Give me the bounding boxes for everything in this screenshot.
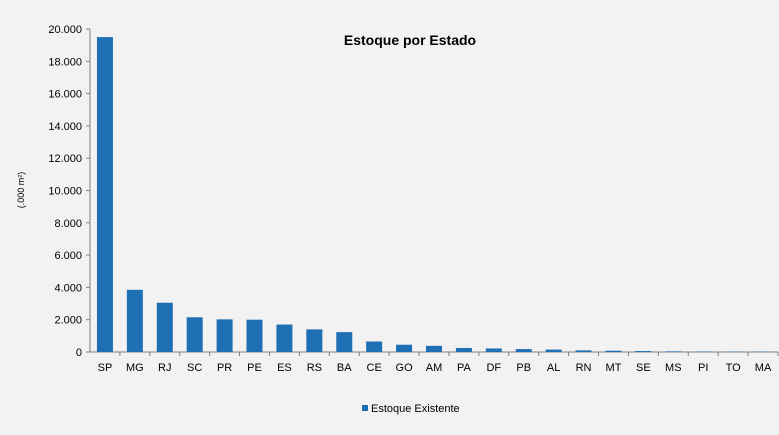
bar-al [545,349,562,352]
x-tick-label: MT [606,362,622,374]
x-tick-label: SP [98,362,113,374]
x-tick-label: SC [187,362,202,374]
bar-go [396,344,413,352]
y-axis-label: (.000 m²) [16,172,26,209]
x-tick-label: ES [277,362,292,374]
x-tick-label: BA [337,362,352,374]
bar-ms [665,351,682,352]
y-tick-label: 18.000 [48,56,82,68]
legend: Estoque Existente [362,403,460,415]
x-axis-ticks: SP MG RJ SC PR PE ES RS BA CE GO AM PA DF PB AL RN MT SE MS… [98,352,779,374]
x-tick-label: AL [547,362,560,374]
x-tick-label: CE [367,362,382,374]
y-tick-label: 14.000 [48,121,82,133]
y-tick-label: 2.000 [54,315,82,327]
y-tick-label: 6.000 [54,250,82,262]
x-tick-label: RS [307,362,322,374]
bar-pa [455,347,472,352]
bars [96,37,772,352]
bar-rn [575,350,592,352]
x-tick-label: PR [217,362,232,374]
bar-df [485,348,502,352]
bar-se [635,351,652,352]
y-tick-label: 0 [76,347,82,359]
bar-rj [156,302,173,352]
bar-es [276,324,293,352]
x-tick-label: TO [726,362,742,374]
y-tick-label: 16.000 [48,89,82,101]
x-tick-label: RN [576,362,592,374]
x-tick-label: PA [457,362,472,374]
x-tick-label: DF [486,362,501,374]
x-tick-label: SE [636,362,651,374]
y-tick-label: 12.000 [48,153,82,165]
x-tick-label: AM [426,362,443,374]
legend-label: Estoque Existente [371,403,460,415]
bar-rs [306,329,323,352]
bar-sc [186,317,203,352]
bar-pb [515,349,532,352]
bar-pe [246,319,263,352]
bar-mt [605,350,622,352]
x-tick-label: MS [665,362,682,374]
legend-swatch [362,405,368,411]
bar-ba [336,332,353,352]
x-tick-label: MG [126,362,144,374]
y-tick-label: 20.000 [48,24,82,36]
bar-mg [126,289,143,352]
y-tick-label: 8.000 [54,218,82,230]
x-tick-label: PB [516,362,531,374]
x-tick-label: GO [396,362,414,374]
y-axis-label-group: (.000 m²) [16,172,26,209]
y-tick-label: 10.000 [48,186,82,198]
bar-pr [216,319,233,352]
y-tick-label: 4.000 [54,282,82,294]
chart-title: Estoque por Estado [344,32,476,48]
x-tick-label: MA [755,362,772,374]
bar-ce [366,341,383,352]
x-tick-label: PE [247,362,262,374]
axes [89,29,778,353]
x-tick-label: PI [698,362,708,374]
bar-am [426,345,442,352]
x-tick-label: RJ [158,362,171,374]
bar-sp [96,37,113,352]
y-axis-ticks: 0 2.000 4.000 6.000 8.000 10.000 12.000 14.000 1… [48,24,90,359]
